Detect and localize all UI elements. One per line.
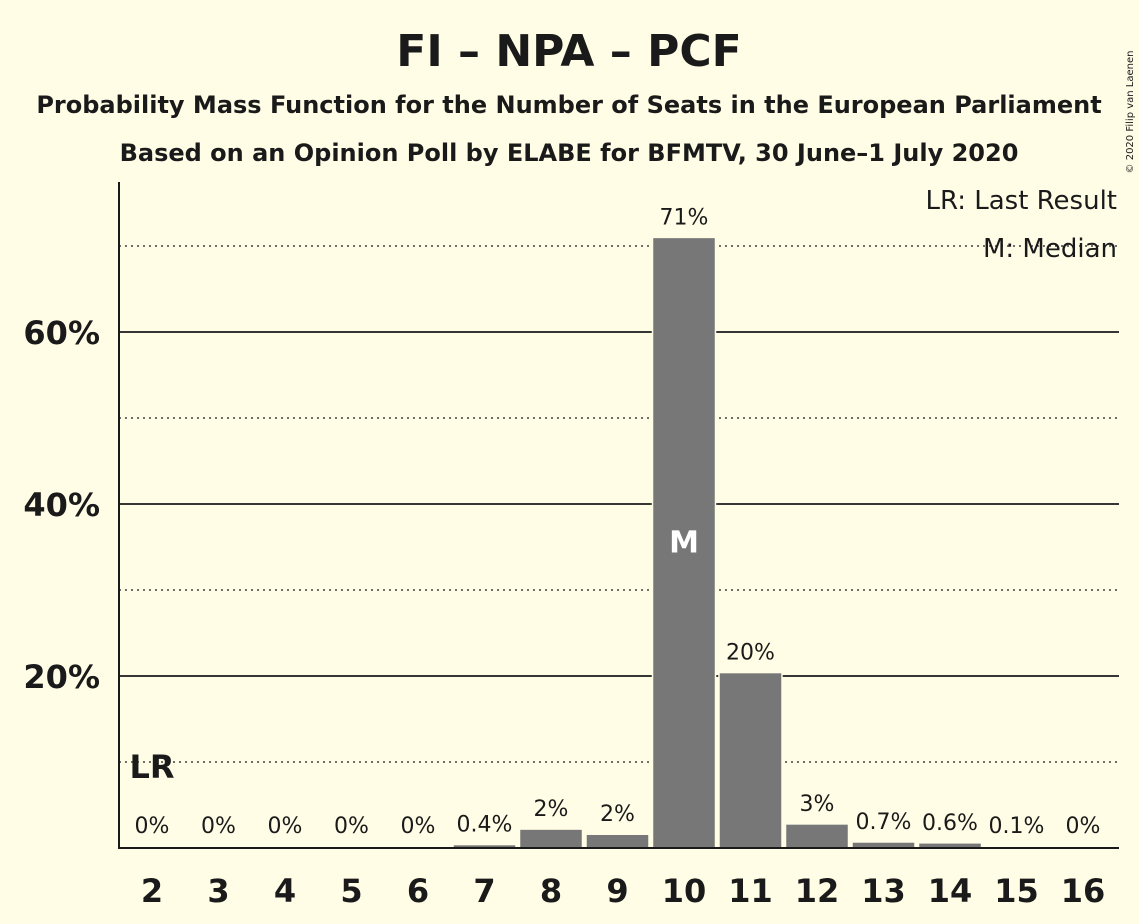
y-tick-label: 60% [23, 314, 100, 352]
gridlines [119, 245, 1119, 763]
chart-subtitle-2: Based on an Opinion Poll by ELABE for BF… [120, 139, 1019, 167]
median-marker: M [669, 526, 699, 561]
x-tick-label-9: 9 [606, 872, 628, 910]
y-tick-label: 20% [23, 658, 100, 696]
chart-subtitle-1: Probability Mass Function for the Number… [36, 91, 1101, 119]
x-tick-label-2: 2 [141, 872, 163, 910]
bars [452, 236, 1049, 849]
value-label-4: 0% [268, 814, 303, 839]
copyright-notice: © 2020 Filip van Laenen [1125, 51, 1136, 174]
bar-9 [585, 833, 650, 849]
x-tick-label-3: 3 [207, 872, 229, 910]
value-label-3: 0% [201, 814, 236, 839]
x-tick-label-4: 4 [274, 872, 296, 910]
legend-median: M: Median [983, 234, 1117, 264]
y-axis-ticks: 20% 40% 60% [23, 314, 100, 696]
x-axis-ticks: 2 3 4 5 6 7 8 9 10 11 12 13 14 15 16 [141, 872, 1105, 910]
chart-title: FI – NPA – PCF [396, 26, 741, 77]
x-tick-label-14: 14 [928, 872, 973, 910]
bar-8 [518, 828, 584, 849]
value-label-5: 0% [334, 814, 369, 839]
x-tick-label-8: 8 [540, 872, 562, 910]
value-label-13: 0.7% [856, 810, 912, 835]
value-label-15: 0.1% [989, 814, 1045, 839]
value-label-7: 0.4% [457, 813, 513, 838]
x-tick-label-5: 5 [340, 872, 362, 910]
value-label-14: 0.6% [922, 811, 978, 836]
value-label-9: 2% [600, 802, 635, 827]
x-tick-label-16: 16 [1061, 872, 1106, 910]
value-label-2: 0% [135, 814, 170, 839]
y-tick-label: 40% [23, 486, 100, 524]
x-tick-label-6: 6 [407, 872, 429, 910]
x-tick-label-10: 10 [662, 872, 707, 910]
bar-11 [718, 671, 783, 849]
value-label-11: 20% [726, 641, 775, 666]
x-tick-label-7: 7 [473, 872, 495, 910]
x-tick-label-11: 11 [728, 872, 773, 910]
x-tick-label-13: 13 [861, 872, 906, 910]
value-label-12: 3% [800, 792, 835, 817]
x-tick-label-12: 12 [795, 872, 840, 910]
value-label-6: 0% [401, 814, 436, 839]
value-label-10: 71% [660, 205, 709, 230]
bar-10 [651, 236, 717, 849]
legend-last-result: LR: Last Result [925, 186, 1117, 216]
value-labels: 0% 0% 0% 0% 0% 0.4% 2% 2% 71% 20% 3% 0.7% 0.6% 0.1% 0%… [129, 205, 1100, 839]
bar-12 [784, 823, 850, 849]
last-result-marker: LR [129, 748, 174, 786]
value-label-16: 0% [1066, 814, 1101, 839]
value-label-8: 2% [534, 797, 569, 822]
x-tick-label-15: 15 [994, 872, 1039, 910]
